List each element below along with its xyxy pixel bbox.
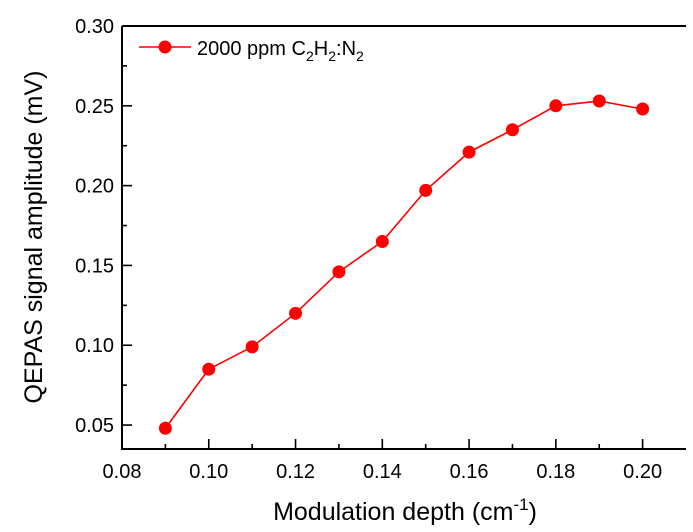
data-point <box>159 422 172 435</box>
data-point <box>332 265 345 278</box>
x-tick-label: 0.12 <box>276 461 315 483</box>
y-tick-label: 0.20 <box>75 176 114 198</box>
data-point <box>289 307 302 320</box>
x-axis-title: Modulation depth (cm-1) <box>273 495 537 526</box>
series-line <box>165 101 642 428</box>
data-point <box>419 184 432 197</box>
x-tick-label: 0.14 <box>363 461 402 483</box>
y-tick-label: 0.15 <box>75 255 114 277</box>
data-point <box>463 146 476 159</box>
data-point <box>376 235 389 248</box>
axis-ticks: 0.08 0.10 0.12 0.14 0.16 0.18 0.20 0.05 0.10 0.15… <box>75 16 662 483</box>
x-tick-label: 0.10 <box>189 461 228 483</box>
legend-marker <box>159 41 172 54</box>
x-tick-label: 0.18 <box>536 461 575 483</box>
data-point <box>246 340 259 353</box>
data-point <box>549 99 562 112</box>
y-tick-label: 0.05 <box>75 415 114 437</box>
data-point <box>202 363 215 376</box>
x-tick-label: 0.20 <box>623 461 662 483</box>
x-tick-label: 0.16 <box>450 461 489 483</box>
series-layer <box>159 95 649 435</box>
data-point <box>506 123 519 136</box>
legend: 2000 ppm C2H2:N2 <box>139 38 364 64</box>
y-axis-title: QEPAS signal amplitude (mV) <box>20 71 48 404</box>
data-point <box>593 95 606 108</box>
x-tick-label: 0.08 <box>103 461 142 483</box>
y-tick-label: 0.25 <box>75 96 114 118</box>
axis-frame-left-bottom <box>122 26 686 449</box>
y-tick-label: 0.10 <box>75 335 114 357</box>
y-tick-label: 0.30 <box>75 16 114 38</box>
legend-label: 2000 ppm C2H2:N2 <box>197 38 364 64</box>
data-point <box>636 103 649 116</box>
